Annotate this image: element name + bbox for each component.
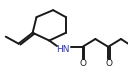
Text: O: O [105,59,112,68]
Text: O: O [79,59,86,68]
Text: HN: HN [57,45,70,54]
